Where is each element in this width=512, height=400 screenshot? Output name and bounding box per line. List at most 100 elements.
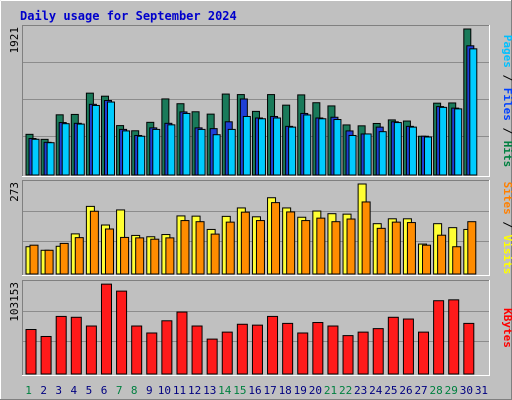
bar-sites-day-3	[59, 242, 69, 275]
bar-sites-day-19	[301, 220, 311, 275]
x-tick-label-day-14: 14	[218, 384, 232, 397]
bar-sites-day-7	[120, 236, 130, 275]
bar-kbytes-day-6	[100, 283, 112, 375]
bar-pages-day-18	[288, 126, 297, 176]
x-tick-label-day-10: 10	[158, 384, 171, 397]
x-tick-label-day-6: 6	[101, 384, 108, 397]
side-legend-part-1: /	[501, 68, 512, 88]
bar-kbytes-day-25	[387, 316, 399, 375]
bar-kbytes-day-15	[236, 323, 248, 375]
x-tick-label-day-29: 29	[445, 384, 458, 397]
bar-kbytes-day-23	[357, 331, 369, 375]
bar-sites-day-5	[89, 210, 99, 275]
chart-panel-middle: 273 Sites / Visits	[8, 180, 512, 276]
bar-sites-day-11	[180, 220, 190, 275]
bar-sites-day-27	[422, 244, 432, 275]
x-tick-label-day-1: 1	[25, 384, 32, 397]
x-tick-label-day-4: 4	[71, 384, 78, 397]
x-tick-label-day-20: 20	[309, 384, 322, 397]
side-legend-part-2: Visits	[501, 235, 512, 275]
bar-sites-day-24	[376, 227, 386, 275]
bar-sites-day-22	[346, 218, 356, 275]
bar-sites-day-6	[104, 228, 114, 275]
bar-pages-day-23	[363, 133, 372, 176]
bar-sites-day-9	[150, 238, 160, 275]
bar-pages-day-29	[454, 108, 463, 176]
bar-pages-day-2	[46, 142, 55, 176]
bar-pages-day-3	[61, 123, 70, 176]
bar-kbytes-day-3	[55, 315, 67, 375]
bar-kbytes-day-5	[85, 325, 97, 375]
bar-sites-day-28	[437, 234, 447, 275]
bar-pages-day-24	[378, 131, 387, 176]
x-tick-label-day-18: 18	[279, 384, 292, 397]
bar-pages-day-16	[257, 118, 266, 176]
bar-pages-day-30	[469, 48, 478, 176]
bar-kbytes-day-10	[161, 320, 173, 375]
bar-sites-day-8	[135, 237, 145, 275]
bar-sites-day-10	[165, 237, 175, 275]
bar-kbytes-day-16	[251, 324, 263, 375]
x-tick-label-day-24: 24	[369, 384, 383, 397]
bar-kbytes-day-19	[297, 332, 309, 375]
bar-kbytes-day-29	[448, 299, 460, 375]
side-legend-label: Sites / Visits	[501, 182, 512, 275]
bar-sites-day-13	[210, 233, 220, 275]
bar-kbytes-day-27	[418, 331, 430, 375]
bar-sites-day-26	[406, 222, 416, 275]
bar-sites-day-1	[29, 244, 39, 275]
bar-pages-day-15	[242, 115, 251, 176]
bar-pages-day-13	[212, 134, 221, 176]
bar-pages-day-20	[318, 118, 327, 176]
x-tick-label-day-15: 15	[233, 384, 246, 397]
bar-kbytes-day-26	[402, 318, 414, 375]
bar-sites-day-21	[331, 221, 341, 275]
bar-pages-day-10	[167, 124, 176, 176]
x-tick-label-day-12: 12	[188, 384, 201, 397]
bar-kbytes-day-21	[327, 325, 339, 375]
bar-kbytes-day-1	[25, 329, 37, 375]
x-tick-label-day-27: 27	[414, 384, 427, 397]
bar-sites-day-25	[391, 221, 401, 275]
bar-pages-day-7	[122, 130, 131, 176]
bar-sites-day-18	[286, 211, 296, 275]
side-legend-part-3: /	[501, 121, 512, 141]
bar-pages-day-25	[393, 122, 402, 176]
side-legend-part-0: Pages	[501, 35, 512, 68]
bar-kbytes-day-13	[206, 338, 218, 375]
bar-kbytes-day-22	[342, 335, 354, 375]
bar-sites-day-23	[361, 201, 371, 275]
side-legend-part-0: KBytes	[501, 308, 512, 348]
bar-kbytes-day-18	[282, 322, 294, 375]
chart-title: Daily usage for September 2024	[20, 9, 237, 23]
bar-kbytes-day-7	[116, 290, 128, 375]
side-legend-label: Pages / Files / Hits	[501, 35, 512, 168]
x-tick-label-day-9: 9	[146, 384, 153, 397]
bar-kbytes-day-9	[146, 332, 158, 375]
bar-kbytes-day-17	[267, 315, 279, 375]
x-tick-label-day-17: 17	[263, 384, 276, 397]
bar-kbytes-day-2	[40, 335, 52, 375]
bar-sites-day-16	[255, 220, 265, 275]
x-tick-label-day-22: 22	[339, 384, 352, 397]
bar-pages-day-11	[182, 112, 191, 176]
side-legend-label: KBytes	[501, 308, 512, 348]
bar-kbytes-day-4	[70, 316, 82, 375]
x-tick-label-day-11: 11	[173, 384, 186, 397]
bar-pages-day-26	[408, 126, 417, 176]
bar-pages-day-14	[227, 128, 236, 176]
x-tick-label-day-23: 23	[354, 384, 367, 397]
bar-pages-day-17	[273, 117, 282, 176]
bar-sites-day-12	[195, 221, 205, 275]
bar-pages-day-1	[31, 138, 40, 176]
bar-pages-day-12	[197, 128, 206, 176]
x-tick-label-day-19: 19	[294, 384, 307, 397]
x-tick-label-day-8: 8	[131, 384, 138, 397]
bar-sites-day-30	[467, 221, 477, 275]
y-axis-max-label: 103153	[8, 282, 21, 322]
x-tick-label-day-28: 28	[430, 384, 443, 397]
chart-panel-bottom: 103153 KBytes	[8, 280, 512, 376]
bar-pages-day-5	[91, 104, 100, 176]
bar-kbytes-day-8	[131, 325, 143, 375]
